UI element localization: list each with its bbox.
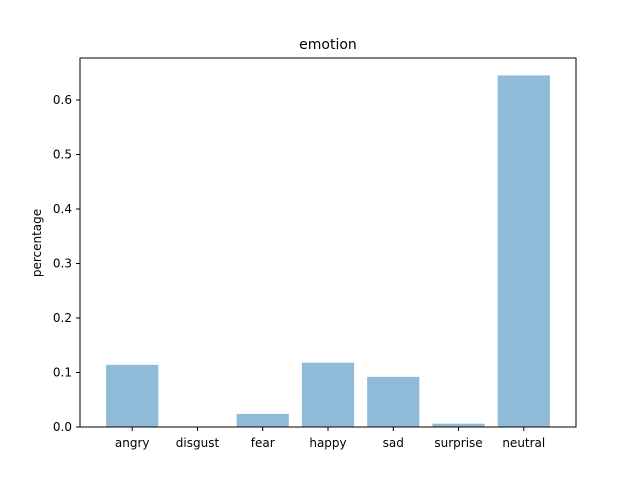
x-tick-label-angry: angry — [115, 436, 150, 450]
y-tick-label-0.4: 0.4 — [53, 202, 72, 216]
x-tick-label-neutral: neutral — [502, 436, 545, 450]
y-axis-label: percentage — [30, 209, 44, 277]
x-tick-label-sad: sad — [383, 436, 404, 450]
y-tick-label-0.1: 0.1 — [53, 365, 72, 379]
y-tick-label-0.5: 0.5 — [53, 147, 72, 161]
axes: angry disgust fear happy sad surprise neutral 0… — [53, 57, 577, 450]
chart-title: emotion — [299, 37, 357, 53]
y-tick-label-0.6: 0.6 — [53, 93, 72, 107]
bar-fear — [236, 413, 289, 427]
bar-angry — [106, 364, 159, 427]
bar-neutral — [497, 75, 550, 427]
bar-happy — [301, 362, 355, 427]
y-tick-label-0.2: 0.2 — [53, 311, 72, 325]
bar-surprise — [432, 423, 485, 427]
x-tick-label-happy: happy — [309, 436, 346, 450]
y-tick-label-0.3: 0.3 — [53, 256, 72, 270]
x-tick-label-fear: fear — [251, 436, 275, 450]
x-tick-label-disgust: disgust — [176, 436, 220, 450]
x-tick-label-surprise: surprise — [434, 436, 482, 450]
bar-sad — [367, 376, 420, 427]
y-tick-label-0.0: 0.0 — [53, 420, 72, 434]
bars-layer — [106, 75, 550, 427]
